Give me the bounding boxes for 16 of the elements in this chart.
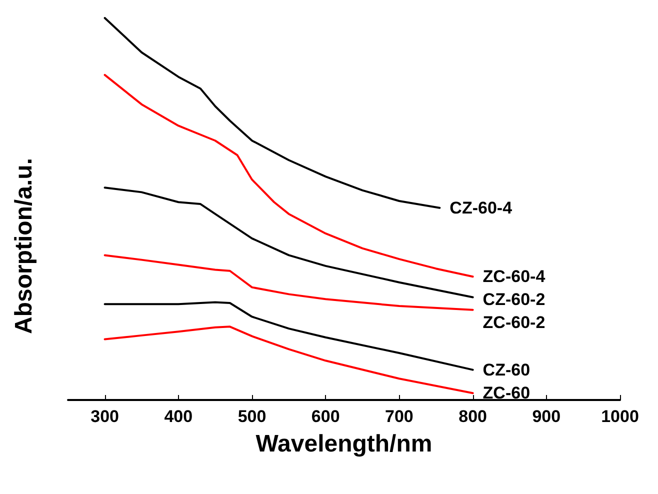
- x-tick-label: 800: [458, 407, 487, 426]
- y-axis-title: Absorption/a.u.: [10, 158, 38, 334]
- x-tick-label: 300: [90, 407, 119, 426]
- x-tick-label: 1000: [601, 407, 639, 426]
- series-label: CZ-60-4: [450, 198, 513, 218]
- x-axis-title: Wavelength/nm: [256, 430, 432, 458]
- x-tick-label: 400: [164, 407, 193, 426]
- x-tick-label: 700: [385, 407, 414, 426]
- series-label: ZC-60-2: [482, 312, 546, 332]
- x-tick-label: 600: [311, 407, 340, 426]
- series-label: ZC-60-4: [482, 267, 546, 286]
- series-label: ZC-60: [482, 384, 530, 403]
- series-label: CZ-60: [482, 360, 530, 380]
- series-label: CZ-60-2: [482, 290, 546, 310]
- x-tick-label: 900: [532, 407, 561, 426]
- x-tick-label: 500: [238, 407, 266, 426]
